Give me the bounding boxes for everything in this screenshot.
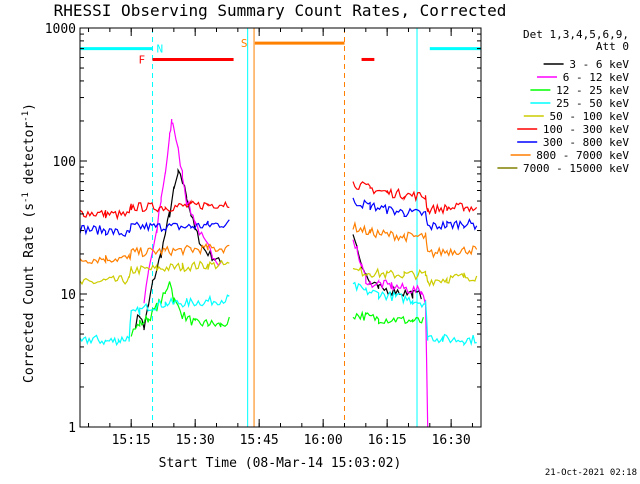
y-tick-label-0: 1 (68, 421, 76, 436)
flag-label-0: N (157, 43, 164, 56)
x-tick-label-3: 16:00 (304, 433, 343, 448)
series-line-100-300kev-5 (79, 199, 230, 221)
y-tick-label-1: 10 (60, 288, 76, 303)
series-line-6-12kev-9 (352, 239, 429, 428)
series-line-800-7000kev-7 (79, 242, 230, 265)
legend-label-6: 300 - 800 keV (543, 136, 629, 149)
legend-label-8: 7000 - 15000 keV (523, 162, 629, 175)
x-tick-label-5: 16:30 (432, 433, 471, 448)
x-tick-label-1: 15:30 (176, 433, 215, 448)
legend-label-4: 50 - 100 keV (550, 110, 630, 123)
x-tick-label-0: 15:15 (112, 433, 151, 448)
series-line-50-100kev-4 (79, 259, 230, 286)
footer-date: 21-Oct-2021 02:18 (545, 468, 637, 478)
series-line-25-50kev-3 (79, 294, 230, 347)
legend-label-5: 100 - 300 keV (543, 123, 629, 136)
detector-note-line-2: Att 0 (596, 40, 629, 53)
series-line-300-800kev-14 (352, 197, 478, 232)
series-line-300-800kev-6 (79, 219, 230, 237)
series-line-25-50kev-11 (352, 281, 477, 347)
axes: 1 10 100 1000 15:15 15:30 15:45 16:00 16:15 16:30 (45, 22, 482, 448)
x-tick-label-2: 15:45 (240, 433, 279, 448)
series-line-6-12kev-1 (143, 118, 222, 304)
legend-label-3: 25 - 50 keV (556, 97, 629, 110)
series-line-12-25kev-2 (130, 281, 230, 337)
x-axis-label: Start Time (08-Mar-14 15:03:02) (159, 456, 402, 471)
legend-label-0: 3 - 6 keV (569, 58, 629, 71)
flag-label-4: S (241, 37, 248, 50)
plot-area: NF S (79, 28, 482, 428)
chart-title: RHESSI Observing Summary Count Rates, Co… (54, 1, 507, 20)
series-line-50-100kev-12 (352, 265, 478, 288)
series-line-100-300kev-13 (352, 181, 478, 216)
series-line-3-6kev-0 (134, 167, 222, 331)
y-axis-label: Corrected Count Rate (s-1 detector-1) (21, 103, 37, 383)
flag-label-2: F (139, 53, 146, 66)
legend-label-7: 800 - 7000 keV (536, 149, 629, 162)
x-tick-label-4: 16:15 (368, 433, 407, 448)
series-line-800-7000kev-15 (352, 220, 478, 259)
legend-label-2: 12 - 25 keV (556, 84, 629, 97)
y-tick-label-2: 100 (53, 155, 76, 170)
y-tick-label-3: 1000 (45, 22, 76, 37)
series-line-12-25kev-10 (352, 310, 424, 325)
detector-note-line-1: Det 1,3,4,5,6,9, (523, 28, 629, 41)
legend-label-1: 6 - 12 keV (563, 71, 630, 84)
